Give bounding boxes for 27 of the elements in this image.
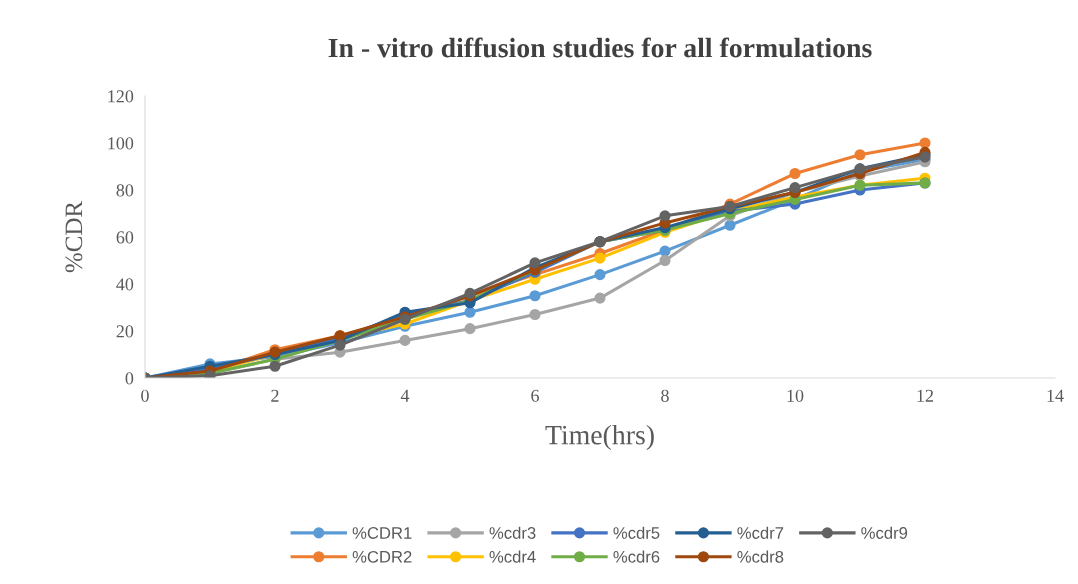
x-tick-label: 2	[271, 389, 279, 402]
x-tick-label: 4	[400, 389, 410, 402]
chart-title: In - vitro diffusion studies for all formulations	[328, 37, 872, 58]
x-tick-label: 12	[917, 389, 934, 402]
legend-label: %cdr6	[613, 550, 660, 563]
legend-label: %cdr9	[861, 526, 908, 539]
y-tick-label: 80	[116, 184, 134, 197]
x-tick-label: 14	[1047, 389, 1064, 402]
legend-label: %cdr8	[737, 550, 784, 563]
x-tick-label: 0	[141, 389, 149, 402]
x-axis-title: Time(hrs)	[545, 424, 654, 451]
legend-label: %cdr5	[613, 526, 660, 539]
y-tick-label: 20	[116, 325, 134, 338]
legend-label: %cdr3	[489, 526, 536, 539]
legend-label: %CDR1	[352, 527, 412, 539]
legend-label: %CDR2	[352, 550, 412, 563]
y-axis-title: %CDR	[65, 200, 83, 273]
y-tick-label: 40	[116, 278, 134, 291]
y-tick-label: 0	[125, 372, 134, 385]
legend-label: %cdr7	[737, 526, 784, 539]
y-tick-label: 60	[116, 231, 134, 244]
legend-label: %cdr4	[489, 550, 536, 563]
x-tick-label: 8	[661, 389, 669, 402]
x-tick-label: 10	[787, 389, 804, 402]
x-tick-label: 6	[531, 389, 539, 402]
y-tick-label: 120	[108, 90, 134, 103]
y-tick-label: 100	[108, 137, 134, 150]
